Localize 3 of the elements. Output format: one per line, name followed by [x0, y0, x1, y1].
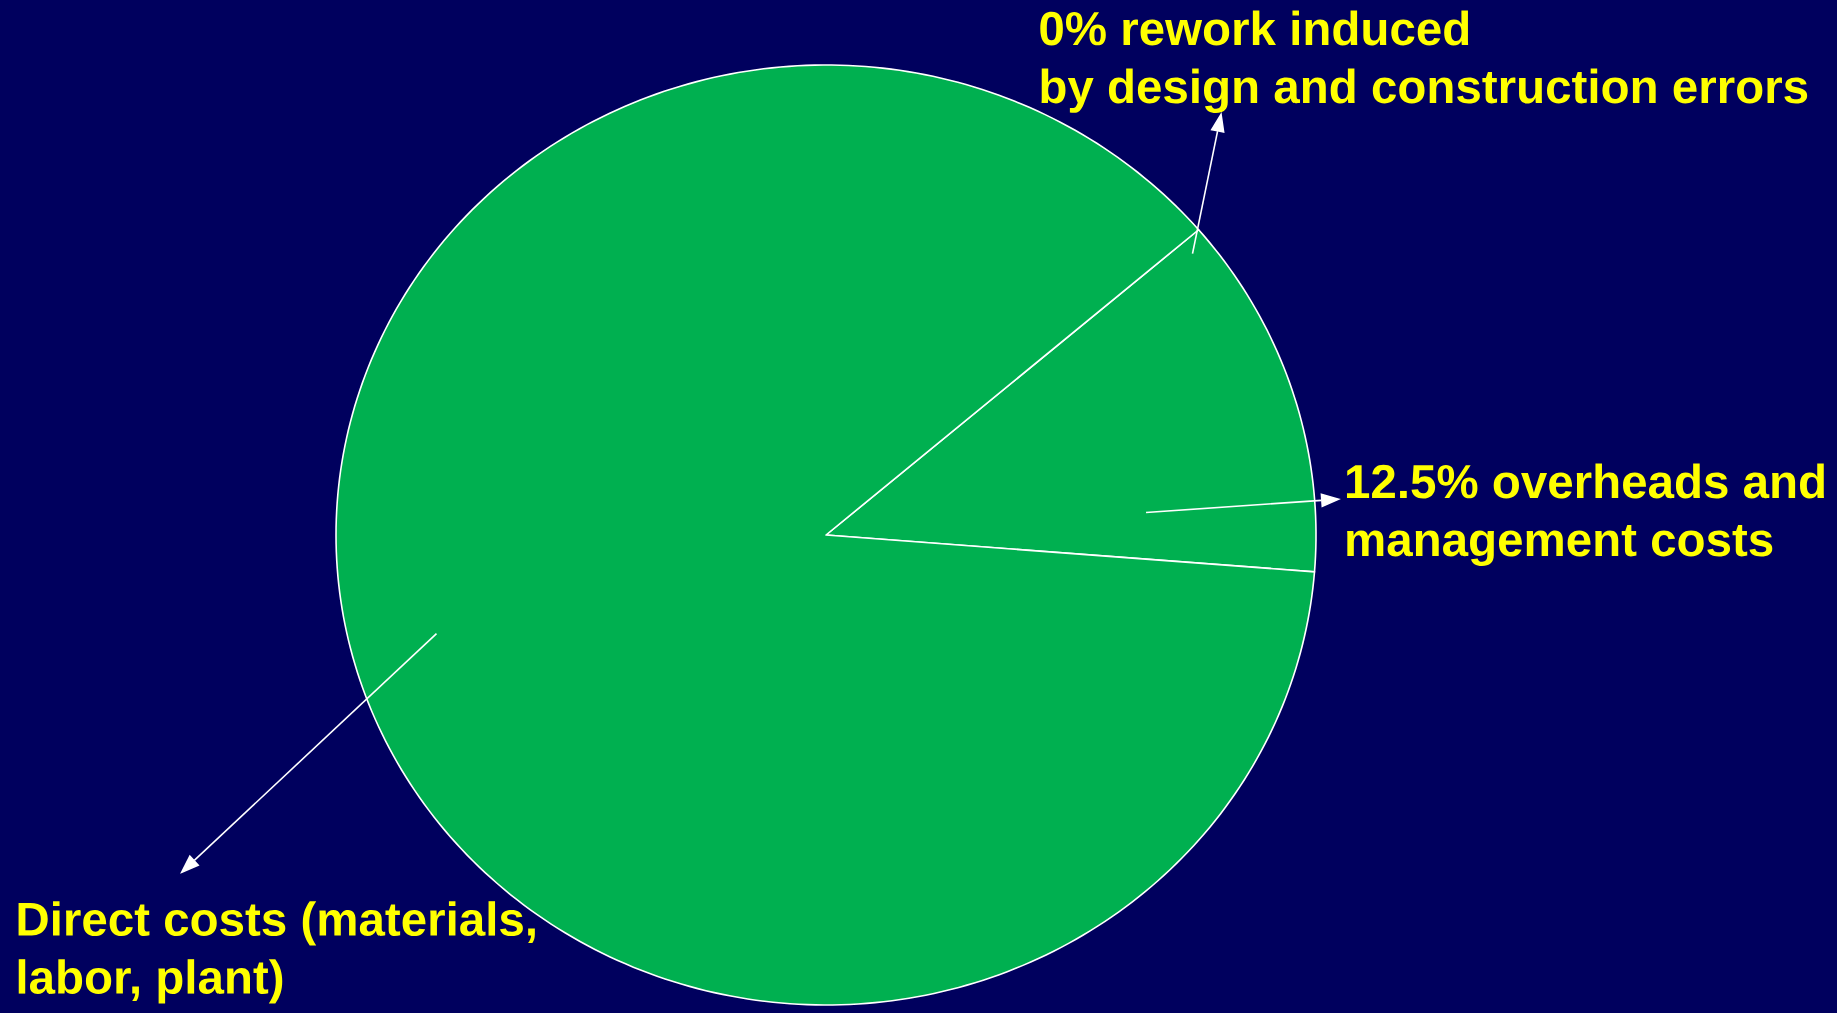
category-label: 0% rework induced by design and construction errors	[1040, 10, 1808, 114]
slice-label: 12.5% overheads and management costs	[1346, 463, 1824, 567]
slice-label: Direct costs (materials, labor, plant)	[18, 901, 535, 1004]
